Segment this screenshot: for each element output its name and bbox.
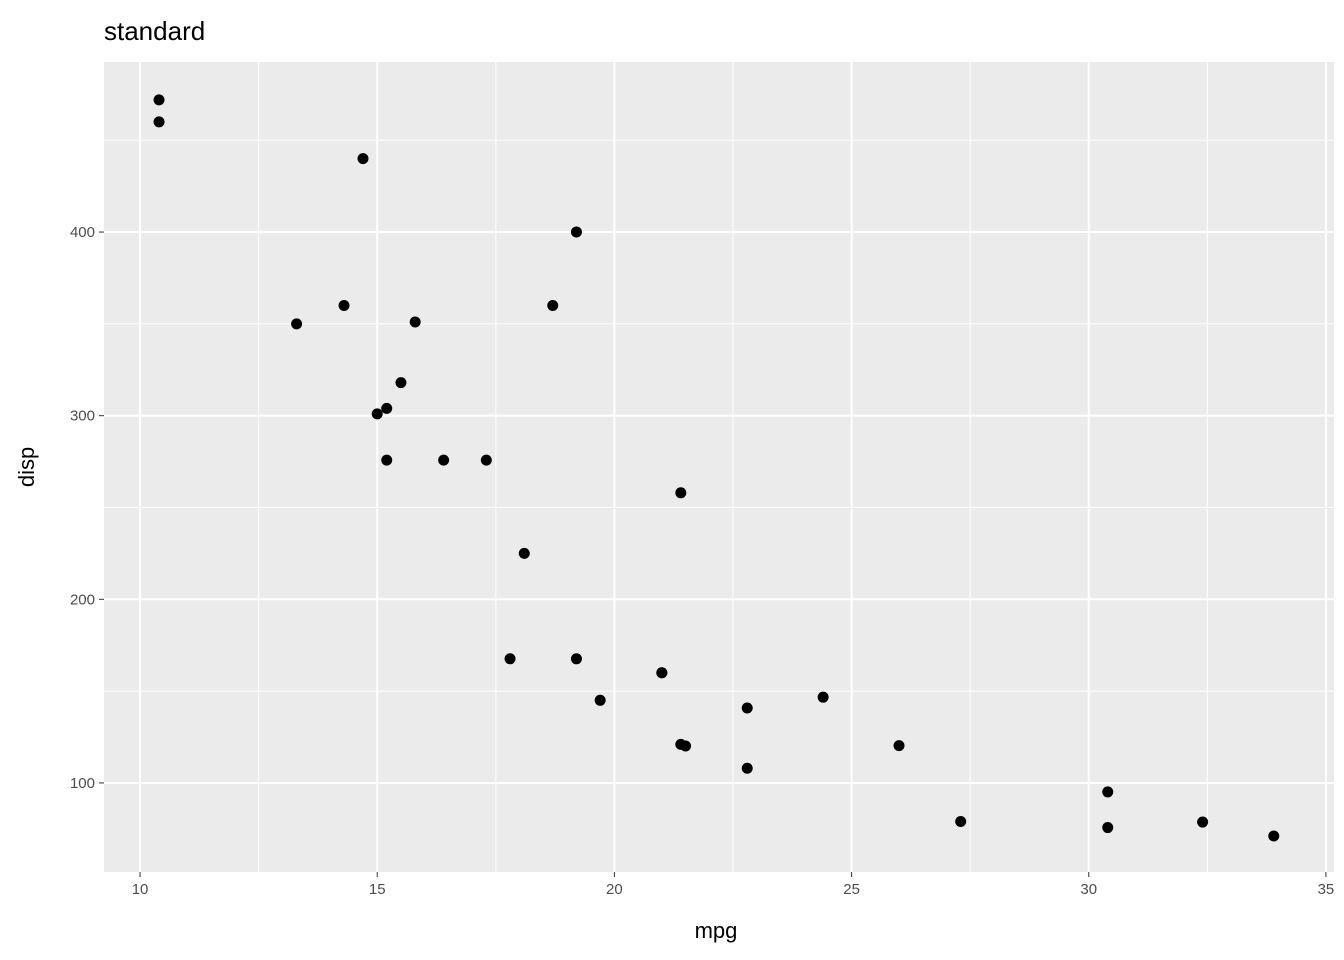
- data-point: [893, 740, 905, 752]
- x-tick-label: 25: [843, 881, 860, 898]
- y-axis-label: disp: [14, 447, 39, 487]
- data-point: [438, 454, 450, 466]
- data-point: [409, 316, 421, 328]
- y-tick-label: 400: [70, 224, 95, 241]
- data-point: [1102, 786, 1114, 798]
- data-point: [480, 454, 492, 466]
- tick-labels: 10 15 20 25 30 35 100 200 300 400: [70, 224, 1334, 898]
- data-point: [656, 667, 668, 679]
- data-point: [570, 653, 582, 665]
- data-point: [741, 762, 753, 774]
- data-point: [291, 318, 303, 330]
- x-axis-label: mpg: [695, 918, 738, 943]
- x-tick-label: 15: [369, 881, 386, 898]
- data-point: [395, 377, 407, 389]
- data-point: [518, 547, 530, 559]
- data-point: [547, 299, 559, 311]
- gridlines: [104, 62, 1334, 872]
- data-point: [1102, 822, 1114, 834]
- data-point: [741, 702, 753, 714]
- data-point: [504, 653, 516, 665]
- data-point: [594, 694, 606, 706]
- points: [153, 94, 1280, 842]
- y-tick-label: 200: [70, 591, 95, 608]
- x-tick-label: 35: [1318, 881, 1335, 898]
- data-point: [153, 116, 165, 128]
- data-point: [153, 94, 165, 106]
- data-point: [371, 408, 383, 420]
- x-tick-label: 30: [1080, 881, 1097, 898]
- data-point: [675, 487, 687, 499]
- chart-title: standard: [104, 16, 205, 46]
- data-point: [381, 454, 393, 466]
- x-tick-label: 10: [132, 881, 149, 898]
- data-point: [381, 402, 393, 414]
- data-point: [338, 299, 350, 311]
- data-point: [1268, 830, 1280, 842]
- y-tick-label: 300: [70, 408, 95, 425]
- y-tick-label: 100: [70, 775, 95, 792]
- data-point: [570, 226, 582, 238]
- plot-panel: [104, 62, 1334, 872]
- data-point: [1197, 816, 1209, 828]
- data-point: [817, 691, 829, 703]
- data-point: [955, 816, 967, 828]
- x-tick-label: 20: [606, 881, 623, 898]
- data-point: [357, 153, 369, 165]
- data-point: [675, 738, 687, 750]
